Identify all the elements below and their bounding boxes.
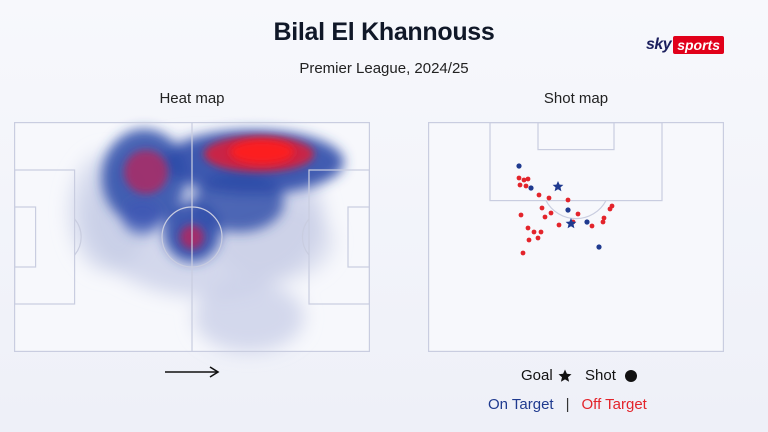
shot-pitch-surface bbox=[428, 122, 724, 352]
shot-pitch-lines bbox=[428, 122, 724, 353]
shots-on-target bbox=[516, 163, 602, 250]
shot-off-target bbox=[521, 177, 527, 183]
shot-on-target bbox=[516, 163, 522, 169]
goal-star bbox=[565, 218, 577, 229]
shot-off-target bbox=[607, 206, 613, 212]
shot-map-label: Shot map bbox=[543, 90, 609, 107]
sky-sports-logo: sky sports bbox=[646, 35, 724, 54]
star-icon bbox=[558, 369, 572, 382]
shot-on-target bbox=[528, 185, 534, 191]
shot-off-target bbox=[601, 215, 607, 221]
legend-targets: On Target | Off Target bbox=[488, 396, 647, 413]
legend-separator: | bbox=[565, 396, 570, 413]
legend-goal-label: Goal bbox=[521, 367, 553, 384]
legend-goal: Goal bbox=[521, 367, 572, 384]
heat-map bbox=[14, 122, 371, 353]
shots-off-target bbox=[516, 175, 615, 256]
logo-sky-text: sky bbox=[646, 35, 672, 53]
shot-off-target bbox=[546, 195, 552, 201]
shot-off-target bbox=[542, 214, 548, 220]
page-title: Bilal El Khannouss bbox=[273, 18, 495, 46]
shot-off-target bbox=[516, 175, 522, 181]
shot-off-target bbox=[523, 183, 529, 189]
shot-off-target bbox=[525, 225, 531, 231]
goals bbox=[552, 181, 577, 229]
heat-pitch-lines bbox=[14, 122, 371, 353]
shot-off-target bbox=[575, 211, 581, 217]
shot-on-target bbox=[565, 207, 571, 213]
shot-off-target bbox=[556, 222, 562, 228]
shot-off-target bbox=[600, 219, 606, 225]
logo-sports-text: sports bbox=[673, 35, 724, 54]
page-subtitle: Premier League, 2024/25 bbox=[299, 60, 469, 77]
legend-shot: Shot bbox=[585, 367, 638, 384]
legend-off-target: Off Target bbox=[581, 396, 647, 413]
goal-star bbox=[552, 181, 564, 192]
shot-off-target bbox=[535, 235, 541, 241]
circle-icon bbox=[624, 369, 637, 382]
arrow-right-icon bbox=[165, 366, 220, 378]
shot-off-target bbox=[517, 182, 523, 188]
shot-on-target bbox=[584, 219, 590, 225]
shot-off-target bbox=[536, 192, 542, 198]
shot-off-target bbox=[538, 229, 544, 235]
heat-map-label: Heat map bbox=[159, 90, 225, 107]
heat-layer-hot bbox=[230, 140, 294, 164]
shot-off-target bbox=[531, 229, 537, 235]
shot-off-target bbox=[525, 176, 531, 182]
shot-off-target bbox=[589, 223, 595, 229]
legend-on-target: On Target bbox=[488, 396, 554, 413]
shot-on-target bbox=[596, 244, 602, 250]
shot-off-target bbox=[520, 250, 526, 256]
shot-off-target bbox=[548, 210, 554, 216]
shot-off-target bbox=[518, 212, 524, 218]
shot-off-target bbox=[526, 237, 532, 243]
shot-off-target bbox=[539, 205, 545, 211]
shot-map bbox=[428, 122, 724, 353]
legend-shot-label: Shot bbox=[585, 367, 616, 384]
shot-off-target bbox=[565, 197, 571, 203]
